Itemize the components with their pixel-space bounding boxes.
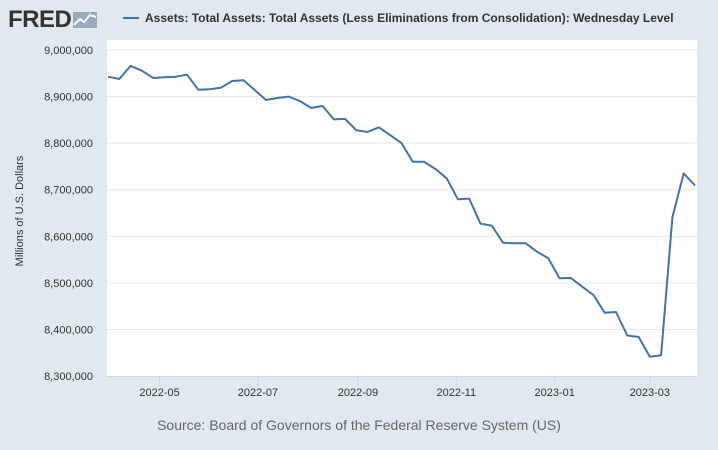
y-tick-label: 8,700,000 [44, 185, 93, 197]
x-tick-label: 2022-09 [338, 387, 378, 399]
source-note: Source: Board of Governors of the Federa… [157, 417, 561, 433]
plot-area [107, 40, 697, 376]
x-tick-label: 2023-03 [630, 387, 670, 399]
x-tick-label: 2022-05 [139, 387, 179, 399]
y-tick-label: 8,400,000 [44, 324, 93, 336]
series-line-total-assets [107, 64, 696, 358]
y-tick-label: 8,600,000 [44, 231, 93, 243]
logo-chart-icon [73, 12, 98, 28]
fred-logo[interactable]: FRED [8, 6, 98, 34]
x-tick-label: 2022-07 [238, 387, 278, 399]
x-tick-label: 2022-11 [437, 387, 477, 399]
y-tick-label: 8,900,000 [44, 92, 93, 104]
legend-label: Assets: Total Assets: Total Assets (Less… [145, 11, 674, 25]
legend-swatch [123, 17, 139, 19]
y-tick-label: 8,300,000 [44, 371, 93, 383]
y-tick-label: 9,000,000 [44, 45, 93, 57]
x-tick-label: 2023-01 [535, 387, 575, 399]
logo-text: FRED [8, 6, 72, 33]
y-tick-label: 8,800,000 [44, 138, 93, 150]
y-tick-label: 8,500,000 [44, 278, 93, 290]
legend: Assets: Total Assets: Total Assets (Less… [123, 11, 674, 25]
